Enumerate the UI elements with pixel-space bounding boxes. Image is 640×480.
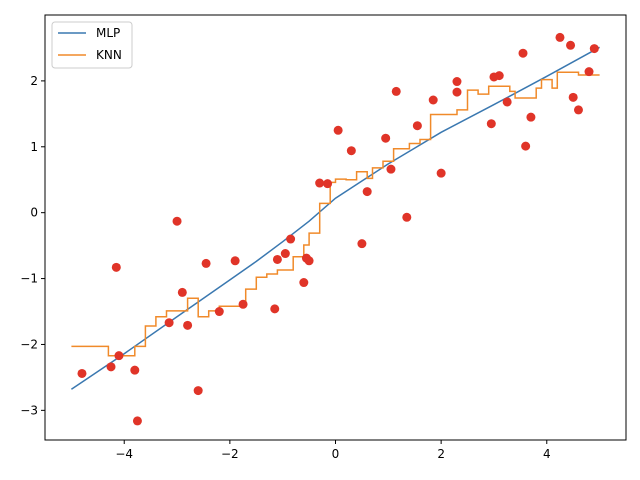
x-tick-label: 4 [543, 447, 551, 461]
data-point [502, 97, 512, 107]
y-tick-label: 2 [30, 74, 38, 88]
data-point [402, 212, 412, 222]
data-point [111, 262, 121, 272]
x-tick-label: 0 [332, 447, 340, 461]
data-point [193, 386, 203, 396]
data-point [589, 44, 599, 54]
data-point [183, 320, 193, 330]
data-point [346, 146, 356, 156]
data-point [77, 368, 87, 378]
data-point [555, 32, 565, 42]
legend-mlp-label: MLP [96, 26, 120, 40]
ticks-layer: −4 −2 0 2 4 −3 −2 −1 0 1 2 [20, 74, 550, 461]
data-point [270, 304, 280, 314]
x-tick-label: 2 [437, 447, 445, 461]
legend-knn-label: KNN [96, 48, 122, 62]
data-point [486, 119, 496, 129]
data-point [201, 258, 211, 268]
data-point [566, 40, 576, 50]
data-point [132, 416, 142, 426]
legend: MLP KNN [51, 21, 133, 69]
data-point [428, 95, 438, 105]
data-point [518, 48, 528, 58]
y-tick-label: 1 [30, 140, 38, 154]
data-point [494, 71, 504, 81]
data-point [452, 87, 462, 97]
data-point [238, 299, 248, 309]
data-point [452, 77, 462, 87]
data-point [304, 256, 314, 266]
data-point [436, 168, 446, 178]
data-point [177, 287, 187, 297]
y-tick-label: 0 [30, 206, 38, 220]
data-point [299, 278, 309, 288]
data-point [214, 307, 224, 317]
data-point [315, 178, 325, 188]
data-point [362, 187, 372, 197]
data-point [386, 164, 396, 174]
data-point [333, 125, 343, 135]
data-point [391, 86, 401, 96]
x-tick-label: −4 [115, 447, 133, 461]
data-point [521, 141, 531, 151]
x-tick-label: −2 [221, 447, 239, 461]
data-point [172, 216, 182, 226]
data-point [381, 133, 391, 143]
y-tick-label: −2 [20, 337, 38, 351]
y-tick-label: −3 [20, 403, 38, 417]
data-point [114, 351, 124, 361]
data-point [280, 249, 290, 259]
data-point [323, 179, 333, 189]
data-point [568, 92, 578, 102]
data-point [272, 254, 282, 264]
series-layer [70, 32, 600, 426]
data-point [584, 67, 594, 77]
data-point [164, 318, 174, 328]
data-point [230, 256, 240, 266]
y-tick-label: −1 [20, 272, 38, 286]
data-point [106, 362, 116, 372]
data-point [573, 105, 583, 115]
series-line-knn [71, 71, 600, 357]
data-point [130, 365, 140, 375]
series-line-mlp [70, 46, 600, 390]
data-point [286, 234, 296, 244]
data-point [412, 121, 422, 131]
data-point [526, 112, 536, 122]
data-point [357, 239, 367, 249]
